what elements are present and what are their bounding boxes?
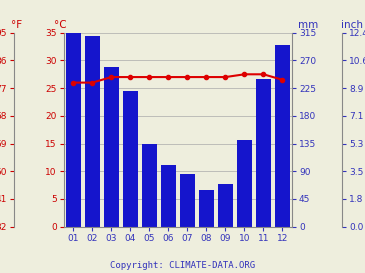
Bar: [161, 165, 176, 227]
Text: °C: °C: [54, 20, 66, 30]
Bar: [199, 190, 214, 227]
Text: mm: mm: [298, 20, 319, 30]
Text: Copyright: CLIMATE-DATA.ORG: Copyright: CLIMATE-DATA.ORG: [110, 261, 255, 270]
Text: inch: inch: [341, 20, 363, 30]
Bar: [237, 140, 251, 227]
Text: °F: °F: [11, 20, 22, 30]
Bar: [123, 91, 138, 227]
Bar: [256, 79, 270, 227]
Bar: [180, 174, 195, 227]
Bar: [275, 45, 289, 227]
Bar: [142, 144, 157, 227]
Bar: [85, 36, 100, 227]
Bar: [104, 67, 119, 227]
Bar: [66, 23, 81, 227]
Bar: [218, 183, 233, 227]
